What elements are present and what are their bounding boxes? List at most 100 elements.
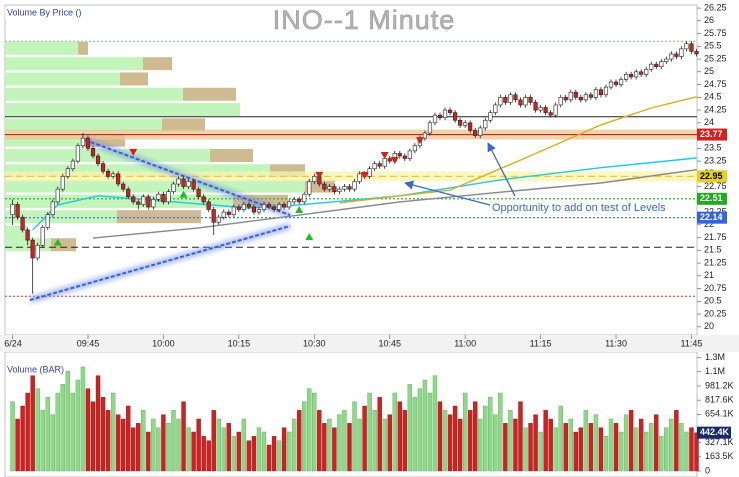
volume-bar xyxy=(40,410,45,472)
volume-bar xyxy=(649,423,654,472)
level-label: 22.14 xyxy=(700,212,723,222)
candle-body xyxy=(669,53,674,60)
trend-lines xyxy=(29,136,292,304)
candle-body xyxy=(166,191,171,203)
candle-body xyxy=(684,43,689,50)
y-tick-label: 20.25 xyxy=(704,308,727,318)
value-label: 442.4K xyxy=(700,427,730,437)
candle-body xyxy=(231,206,236,215)
volume-bar xyxy=(382,418,387,472)
volume-bar xyxy=(412,397,418,472)
candle-body xyxy=(498,97,503,106)
volume-bar xyxy=(317,410,322,472)
candle-body xyxy=(327,186,332,190)
volume-bar xyxy=(689,427,694,472)
candle-body xyxy=(629,74,634,78)
volume-bar xyxy=(518,401,523,472)
buy-signal xyxy=(295,206,304,214)
volume-bar xyxy=(628,410,634,472)
volume-bar xyxy=(483,405,488,472)
candle-body xyxy=(337,188,342,192)
volume-bar xyxy=(659,436,664,472)
volume-bar xyxy=(654,414,659,472)
candle-body xyxy=(307,181,312,195)
arrow xyxy=(404,180,491,206)
candle-body xyxy=(679,48,684,57)
candle-body xyxy=(121,183,126,190)
volume-bar xyxy=(115,414,121,472)
candle-body xyxy=(342,186,347,190)
candle-body xyxy=(251,206,257,213)
candle-body xyxy=(302,193,307,203)
label-bg xyxy=(5,7,87,19)
volume-bar xyxy=(498,392,503,472)
volume-bar xyxy=(674,410,679,472)
volume-bar xyxy=(548,418,553,472)
buy-signal xyxy=(179,190,188,198)
moving-average xyxy=(339,96,697,204)
volume-bar xyxy=(533,414,538,472)
volume-bar xyxy=(266,444,272,472)
volume-bar xyxy=(367,392,372,472)
candle-body xyxy=(427,122,433,134)
candle-body xyxy=(20,216,25,231)
y-tick-label: 21.75 xyxy=(704,232,727,242)
volume-bar xyxy=(473,401,478,472)
level-label: 23.77 xyxy=(700,129,723,139)
volume-bar xyxy=(201,436,206,472)
vbp-up-bar xyxy=(5,148,210,162)
y-tick-label: 26.25 xyxy=(704,2,727,12)
y-tick-label: 24.75 xyxy=(704,79,727,89)
volume-bar xyxy=(553,427,558,472)
candle-body xyxy=(694,51,699,55)
candle-body xyxy=(266,204,272,208)
candle-body xyxy=(50,201,55,215)
candle-body xyxy=(613,81,619,85)
volume-bar xyxy=(131,427,136,472)
volume-bar xyxy=(246,440,252,472)
overlay-label: Volume By Price () xyxy=(7,7,82,17)
candle-body xyxy=(538,107,543,111)
volume-bar xyxy=(85,388,91,472)
candle-body xyxy=(583,94,588,101)
volume-bar xyxy=(196,418,201,472)
volume-bar xyxy=(281,427,287,472)
volume-bar xyxy=(417,388,423,472)
candle-body xyxy=(206,201,211,210)
volume-bar xyxy=(578,427,584,472)
candle-body xyxy=(105,170,111,177)
candle-body xyxy=(578,97,583,101)
buy-signal xyxy=(53,238,62,246)
candle-body xyxy=(297,199,302,203)
y-tick-label: 654.1K xyxy=(705,409,734,419)
candle-body xyxy=(352,181,357,190)
candle-body xyxy=(146,196,151,208)
y-tick-label: 22 xyxy=(704,219,714,229)
volume-bar xyxy=(176,418,181,472)
x-tick-label: 10:15 xyxy=(228,338,251,348)
y-tick-label: 163.5K xyxy=(705,451,734,461)
volume-bar xyxy=(35,388,40,472)
y-tick-label: 25.5 xyxy=(704,41,722,51)
candle-body xyxy=(276,204,282,210)
value-tag xyxy=(697,426,731,439)
candle-body xyxy=(10,204,15,215)
volume-bar xyxy=(302,401,307,472)
x-tick-label: 10:30 xyxy=(303,338,326,348)
volume-bar xyxy=(372,410,377,472)
volume-bar xyxy=(452,405,458,472)
vbp-up-bar xyxy=(5,41,78,55)
candle-body xyxy=(216,216,221,223)
volume-bar xyxy=(206,440,211,472)
volume-bar xyxy=(136,423,141,472)
volume-bar xyxy=(377,397,382,472)
volume-bar xyxy=(226,423,231,472)
volume-bar xyxy=(392,392,397,472)
y-tick-label: 1.1M xyxy=(705,366,725,376)
volume-bar xyxy=(694,432,699,472)
candle-body xyxy=(372,163,377,170)
volume-bar xyxy=(105,410,111,472)
volume-bar xyxy=(538,431,543,472)
candle-body xyxy=(437,114,443,119)
candle-body xyxy=(654,63,659,68)
